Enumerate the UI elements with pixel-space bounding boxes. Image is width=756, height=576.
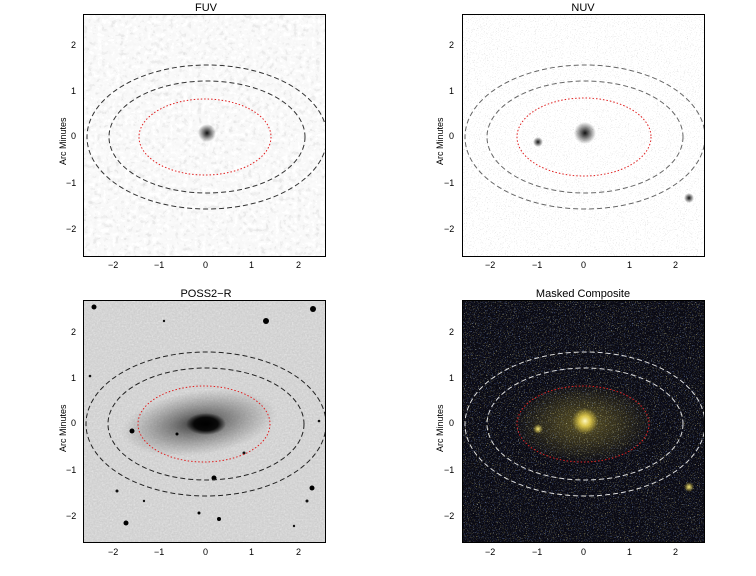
panel-title-masked-composite: Masked Composite bbox=[535, 288, 631, 300]
xtick-label: −2 bbox=[485, 547, 496, 557]
xtick-label: 1 bbox=[249, 547, 255, 557]
xtick-label: 0 bbox=[581, 260, 587, 270]
ytick-label: 0 bbox=[449, 131, 455, 141]
image-poss2r bbox=[83, 300, 326, 543]
ylabel-masked-composite: Arc Minutes bbox=[435, 404, 445, 452]
ytick-label: 2 bbox=[449, 40, 455, 50]
xtick-label: −2 bbox=[108, 547, 119, 557]
xtick-label: −1 bbox=[532, 547, 543, 557]
xtick-label: 2 bbox=[296, 547, 302, 557]
ytick-label: −1 bbox=[444, 465, 455, 475]
ytick-label: −1 bbox=[444, 178, 455, 188]
xtick-label: 0 bbox=[203, 260, 209, 270]
xtick-label: 2 bbox=[673, 260, 679, 270]
ytick-label: 2 bbox=[71, 40, 77, 50]
xtick-label: 1 bbox=[627, 547, 633, 557]
ytick-label: −2 bbox=[66, 224, 77, 234]
image-nuv bbox=[462, 14, 705, 257]
ytick-label: −2 bbox=[66, 511, 77, 521]
xtick-label: −1 bbox=[154, 260, 165, 270]
ytick-label: −2 bbox=[444, 224, 455, 234]
ytick-label: 2 bbox=[449, 327, 455, 337]
ytick-label: −1 bbox=[66, 465, 77, 475]
composite-color-map bbox=[463, 301, 704, 542]
ytick-label: 1 bbox=[449, 86, 455, 96]
panel-title-poss2r: POSS2−R bbox=[180, 288, 232, 300]
fuv-noise-map bbox=[84, 15, 325, 256]
image-fuv bbox=[83, 14, 326, 257]
ytick-label: 0 bbox=[71, 131, 77, 141]
ytick-label: −1 bbox=[66, 178, 77, 188]
xtick-label: −2 bbox=[485, 260, 496, 270]
xtick-label: −1 bbox=[532, 260, 543, 270]
xtick-label: 0 bbox=[203, 547, 209, 557]
xtick-label: 2 bbox=[673, 547, 679, 557]
ytick-label: 1 bbox=[449, 373, 455, 383]
ytick-label: −2 bbox=[444, 511, 455, 521]
panel-title-fuv: FUV bbox=[195, 2, 217, 14]
xtick-label: 2 bbox=[296, 260, 302, 270]
xtick-label: −2 bbox=[108, 260, 119, 270]
xtick-label: 1 bbox=[627, 260, 633, 270]
ylabel-fuv: Arc Minutes bbox=[58, 117, 68, 165]
xtick-label: 0 bbox=[581, 547, 587, 557]
ytick-label: 1 bbox=[71, 86, 77, 96]
ytick-label: 0 bbox=[71, 418, 77, 428]
image-masked-composite bbox=[462, 300, 705, 543]
panel-title-nuv: NUV bbox=[571, 2, 595, 14]
ytick-label: 2 bbox=[71, 327, 77, 337]
ytick-label: 1 bbox=[71, 373, 77, 383]
xtick-label: 1 bbox=[249, 260, 255, 270]
ylabel-poss2r: Arc Minutes bbox=[58, 404, 68, 452]
nuv-noise-map bbox=[463, 15, 704, 256]
ytick-label: 0 bbox=[449, 418, 455, 428]
ylabel-nuv: Arc Minutes bbox=[435, 117, 445, 165]
xtick-label: −1 bbox=[154, 547, 165, 557]
poss2r-optical-map bbox=[84, 301, 325, 542]
